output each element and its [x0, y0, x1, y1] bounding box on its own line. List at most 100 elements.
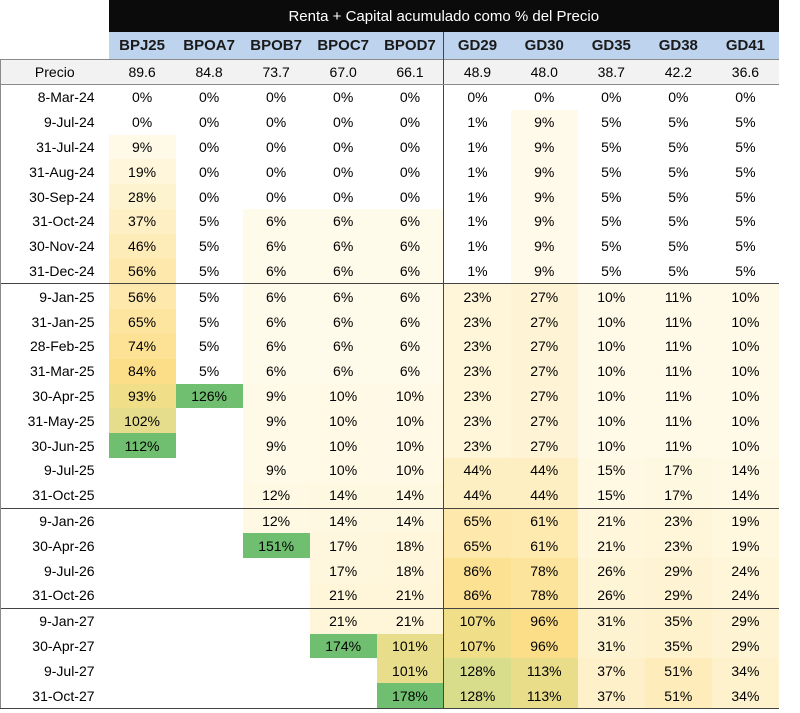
price-cell: 48.0 — [510, 59, 578, 85]
value-cell: 6% — [242, 208, 310, 234]
value-cell: 5% — [644, 233, 712, 259]
table-row: 31-Oct-27 178% 128% 113% 37% 51% 34% — [0, 683, 779, 709]
table-row: 9-Jul-27 101% 128% 113% 37% 51% 34% — [0, 658, 779, 684]
value-cell — [175, 507, 243, 534]
value-cell: 5% — [577, 233, 645, 259]
value-cell: 1% — [443, 109, 511, 135]
value-cell: 5% — [644, 258, 712, 284]
value-cell: 11% — [644, 408, 712, 434]
value-cell: 28% — [108, 184, 176, 209]
value-cell: 9% — [108, 134, 176, 160]
price-cell: 38.7 — [577, 59, 645, 85]
value-cell: 0% — [175, 159, 243, 185]
value-cell: 1% — [443, 159, 511, 185]
value-cell — [176, 483, 243, 508]
value-cell: 19% — [108, 159, 176, 185]
value-cell: 11% — [644, 433, 712, 458]
value-cell: 14% — [376, 482, 445, 509]
value-cell: 24% — [711, 558, 779, 583]
value-cell — [108, 683, 176, 709]
value-cell: 1% — [443, 233, 511, 259]
table-row: 30-Sep-24 28% 0% 0% 0% 0% 1% 9% 5% 5% 5% — [0, 184, 779, 209]
column-header-row: BPJ25 BPOA7 BPOB7 BPOC7 BPOD7 GD29 GD30 GD35 GD3… — [1, 32, 779, 60]
value-cell: 51% — [644, 683, 712, 709]
value-cell — [176, 634, 243, 659]
price-cell: 67.0 — [309, 59, 377, 85]
column-header-gd29: GD29 — [443, 32, 511, 60]
value-cell: 6% — [242, 309, 310, 334]
value-cell: 65% — [443, 533, 511, 559]
value-cell — [176, 408, 243, 433]
value-cell: 84% — [108, 358, 176, 384]
value-cell: 29% — [711, 633, 779, 659]
row-date: 31-Dec-24 — [0, 258, 109, 284]
row-date: 9-Jan-27 — [0, 607, 109, 634]
value-cell: 6% — [376, 283, 445, 310]
value-cell: 23% — [443, 309, 511, 334]
row-date: 31-May-25 — [0, 408, 109, 434]
table-row: 31-May-25 102% 9% 10% 10% 23% 27% 10% 11% 10% — [0, 408, 779, 434]
value-cell: 101% — [376, 658, 445, 684]
value-cell: 1% — [443, 208, 511, 234]
value-cell: 101% — [376, 633, 445, 659]
value-cell — [176, 433, 243, 458]
value-cell: 10% — [577, 283, 645, 310]
value-cell: 6% — [376, 358, 445, 384]
value-cell: 10% — [711, 433, 779, 458]
table-row: 31-Aug-24 19% 0% 0% 0% 0% 1% 9% 5% 5% 5% — [0, 159, 779, 185]
price-cell: 73.7 — [242, 59, 310, 85]
row-date: 9-Jul-27 — [0, 658, 109, 684]
value-cell: 5% — [577, 184, 645, 209]
value-cell — [176, 558, 243, 583]
value-cell: 5% — [711, 258, 779, 284]
table-row: 31-Jul-24 9% 0% 0% 0% 0% 1% 9% 5% 5% 5% — [0, 134, 779, 160]
table-row: 30-Apr-25 93% 126% 9% 10% 10% 23% 27% 10% 11% 10% — [0, 383, 779, 409]
value-cell: 6% — [376, 333, 445, 359]
value-cell: 23% — [443, 283, 511, 310]
value-cell: 6% — [309, 283, 377, 310]
value-cell: 0% — [644, 84, 712, 110]
value-cell: 6% — [376, 258, 445, 284]
value-cell: 151% — [242, 533, 310, 559]
value-cell: 9% — [242, 383, 310, 409]
value-cell: 11% — [644, 383, 712, 409]
value-cell: 102% — [108, 408, 176, 434]
price-cell: 36.6 — [711, 59, 779, 85]
value-cell: 23% — [644, 507, 712, 534]
value-cell: 34% — [711, 683, 779, 709]
value-cell: 126% — [175, 383, 243, 409]
value-cell: 6% — [376, 208, 445, 234]
value-cell: 113% — [510, 658, 578, 684]
value-cell — [175, 683, 243, 709]
table-title: Renta + Capital acumulado como % del Pre… — [108, 0, 779, 32]
value-cell: 0% — [577, 84, 645, 110]
value-cell: 0% — [376, 134, 445, 160]
value-cell: 5% — [644, 184, 712, 209]
value-cell: 0% — [242, 109, 310, 135]
value-cell: 113% — [510, 683, 578, 709]
column-header-gd38: GD38 — [644, 32, 712, 60]
value-cell: 5% — [711, 184, 779, 209]
value-cell — [243, 634, 310, 659]
row-date: 9-Jul-26 — [0, 558, 109, 583]
corner-blank — [1, 32, 109, 60]
value-cell: 10% — [376, 457, 445, 483]
value-cell: 96% — [510, 607, 578, 634]
value-cell: 37% — [577, 658, 645, 684]
value-cell: 44% — [510, 482, 578, 509]
value-cell: 0% — [510, 84, 578, 110]
value-cell: 10% — [309, 408, 377, 434]
value-cell: 23% — [644, 533, 712, 559]
value-cell: 61% — [510, 533, 578, 559]
value-cell: 1% — [443, 134, 511, 160]
value-cell — [109, 558, 176, 583]
value-cell: 10% — [376, 408, 445, 434]
table-row: 8-Mar-24 0% 0% 0% 0% 0% 0% 0% 0% 0% 0% — [0, 84, 779, 110]
value-cell: 21% — [309, 582, 377, 609]
value-cell: 6% — [309, 258, 377, 284]
value-cell: 5% — [175, 258, 243, 284]
value-cell: 51% — [644, 658, 712, 684]
column-header-bpoc7: BPOC7 — [309, 32, 377, 60]
value-cell: 0% — [309, 159, 377, 185]
price-row: Precio 89.6 84.8 73.7 67.0 66.1 48.9 48.0 38.7 42… — [0, 59, 779, 85]
